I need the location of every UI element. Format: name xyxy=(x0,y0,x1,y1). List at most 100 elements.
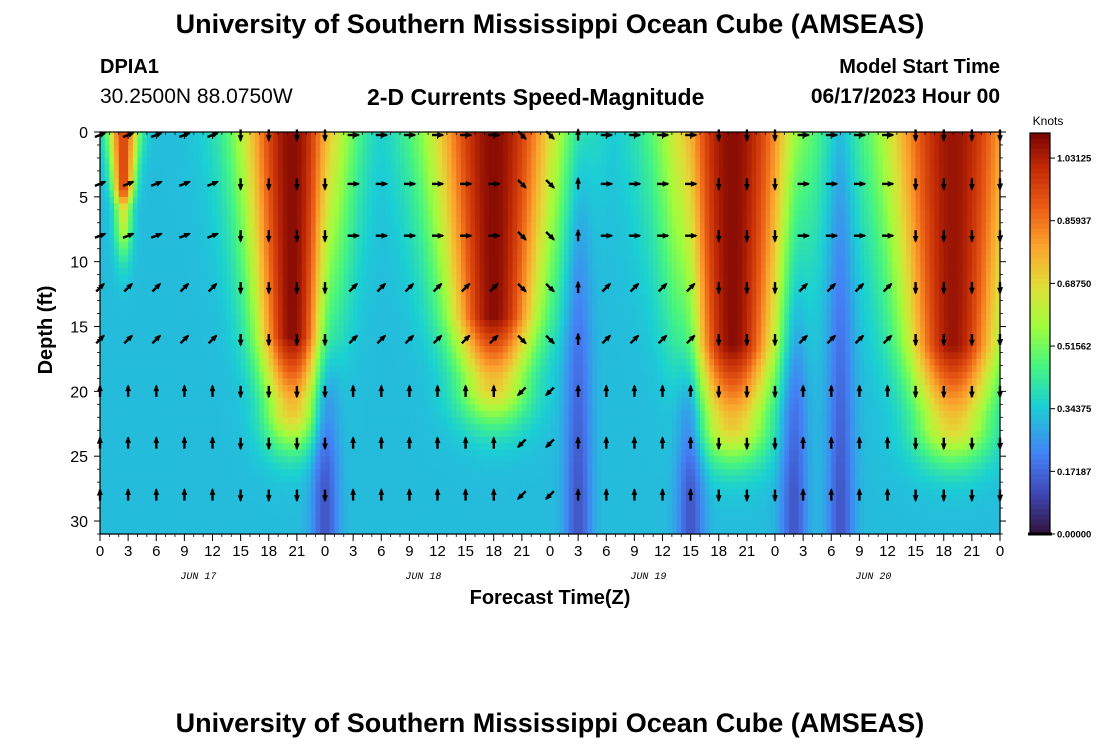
heatmap-cell xyxy=(320,326,326,334)
heatmap-cell xyxy=(240,281,246,289)
heatmap-cell xyxy=(343,482,350,490)
heatmap-cell xyxy=(385,333,392,341)
heatmap-cell xyxy=(329,300,335,308)
heatmap-cell xyxy=(315,443,321,451)
heatmap-cell xyxy=(231,482,237,490)
heatmap-cell xyxy=(446,417,453,425)
heatmap-cell xyxy=(442,138,448,146)
heatmap-cell xyxy=(240,177,246,185)
heatmap-cell xyxy=(273,345,279,354)
heatmap-cell xyxy=(296,482,303,490)
heatmap-cell xyxy=(371,365,378,373)
heatmap-cell xyxy=(339,397,345,405)
heatmap-cell xyxy=(100,255,106,263)
heatmap-cell xyxy=(404,352,410,360)
heatmap-cell xyxy=(470,132,476,140)
heatmap-cell xyxy=(456,436,462,444)
heatmap-cell xyxy=(306,222,312,230)
heatmap-cell xyxy=(310,326,317,334)
heatmap-cell xyxy=(128,469,134,477)
heatmap-cell xyxy=(442,417,448,425)
heatmap-cell xyxy=(362,268,368,276)
heatmap-cell xyxy=(118,320,125,328)
heatmap-cell xyxy=(456,294,462,302)
heatmap-cell xyxy=(395,378,401,386)
heatmap-cell xyxy=(306,514,312,522)
heatmap-cell xyxy=(301,397,307,405)
heatmap-cell xyxy=(250,138,256,146)
heatmap-cell xyxy=(278,410,284,418)
heatmap-cell xyxy=(400,294,406,302)
heatmap-cell xyxy=(179,410,185,418)
heatmap-cell xyxy=(184,384,190,392)
heatmap-cell xyxy=(100,514,106,522)
heatmap-cell xyxy=(465,514,471,522)
heatmap-cell xyxy=(268,469,275,477)
heatmap-cell xyxy=(325,436,331,444)
heatmap-cell xyxy=(334,209,340,217)
heatmap-cell xyxy=(273,307,279,315)
heatmap-cell xyxy=(207,138,214,146)
heatmap-cell xyxy=(235,235,242,243)
heatmap-cell xyxy=(334,229,340,237)
heatmap-cell xyxy=(460,320,467,328)
heatmap-cell xyxy=(179,242,185,250)
heatmap-cell xyxy=(203,326,209,334)
heatmap-cell xyxy=(226,352,232,360)
heatmap-cell xyxy=(292,404,298,412)
heatmap-cell xyxy=(306,371,312,379)
heatmap-cell xyxy=(132,436,139,444)
heatmap-cell xyxy=(465,358,471,367)
heatmap-cell xyxy=(385,229,392,237)
heatmap-cell xyxy=(207,294,214,302)
heatmap-cell xyxy=(301,358,307,367)
heatmap-cell xyxy=(301,274,307,282)
heatmap-cell xyxy=(212,449,218,457)
heatmap-cell xyxy=(259,183,265,191)
heatmap-cell xyxy=(292,384,298,392)
heatmap-cell xyxy=(371,222,378,230)
heatmap-cell xyxy=(217,248,223,256)
heatmap-cell xyxy=(381,242,387,250)
heatmap-cell xyxy=(179,508,185,516)
heatmap-cell xyxy=(282,216,289,224)
heatmap-cell xyxy=(221,378,228,386)
heatmap-cell xyxy=(240,144,246,153)
chart-subtitle: 2-D Currents Speed-Magnitude xyxy=(367,84,705,110)
heatmap-cell xyxy=(325,495,331,503)
heatmap-cell xyxy=(404,462,410,470)
heatmap-cell xyxy=(160,449,167,457)
heatmap-cell xyxy=(235,326,242,334)
heatmap-cell xyxy=(179,203,185,211)
heatmap-cell xyxy=(203,209,209,217)
heatmap-cell xyxy=(395,274,401,282)
heatmap-cell xyxy=(114,384,120,392)
heatmap-cell xyxy=(137,371,143,379)
heatmap-cell xyxy=(104,482,110,490)
heatmap-cell xyxy=(259,482,265,490)
heatmap-cell xyxy=(189,378,195,386)
heatmap-cell xyxy=(118,326,125,334)
heatmap-cell xyxy=(343,313,350,321)
heatmap-cell xyxy=(446,378,453,386)
heatmap-cell xyxy=(348,333,354,341)
heatmap-cell xyxy=(343,138,350,146)
heatmap-cell xyxy=(217,261,223,269)
heatmap-cell xyxy=(296,501,303,509)
heatmap-cell xyxy=(212,488,218,496)
heatmap-cell xyxy=(325,261,331,269)
heatmap-cell xyxy=(217,391,223,399)
heatmap-cell xyxy=(273,170,279,178)
heatmap-cell xyxy=(292,287,298,295)
heatmap-cell xyxy=(371,170,378,178)
heatmap-cell xyxy=(329,456,335,464)
heatmap-cell xyxy=(465,170,471,178)
heatmap-cell xyxy=(437,313,443,321)
heatmap-cell xyxy=(395,248,401,256)
heatmap-cell xyxy=(353,482,359,490)
heatmap-cell xyxy=(456,281,462,289)
heatmap-cell xyxy=(264,222,270,230)
heatmap-cell xyxy=(470,138,476,146)
heatmap-cell xyxy=(362,397,368,405)
heatmap-cell xyxy=(343,384,350,392)
